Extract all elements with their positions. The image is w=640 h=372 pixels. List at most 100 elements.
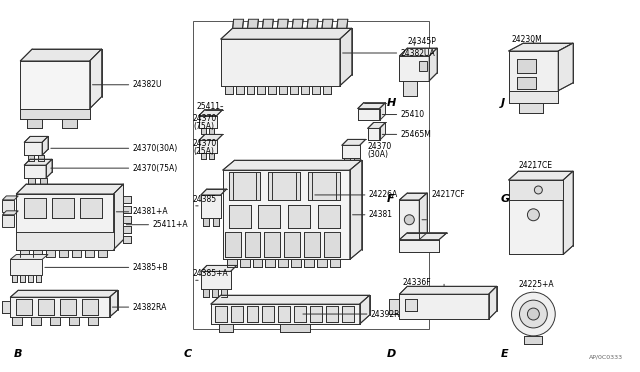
Polygon shape bbox=[124, 206, 131, 213]
Polygon shape bbox=[201, 195, 221, 218]
Polygon shape bbox=[84, 250, 93, 257]
Polygon shape bbox=[113, 184, 124, 250]
Polygon shape bbox=[223, 170, 350, 259]
Polygon shape bbox=[317, 259, 327, 267]
Polygon shape bbox=[199, 110, 223, 116]
Polygon shape bbox=[16, 194, 113, 250]
Polygon shape bbox=[124, 196, 131, 203]
Text: 24370: 24370 bbox=[193, 114, 217, 123]
Polygon shape bbox=[367, 122, 385, 128]
Polygon shape bbox=[307, 19, 318, 28]
Text: 24382RA: 24382RA bbox=[132, 302, 167, 312]
Polygon shape bbox=[509, 91, 558, 103]
Polygon shape bbox=[558, 43, 573, 91]
Polygon shape bbox=[24, 142, 42, 155]
Polygon shape bbox=[59, 250, 68, 257]
Polygon shape bbox=[509, 180, 563, 200]
Polygon shape bbox=[324, 232, 340, 257]
Polygon shape bbox=[28, 155, 34, 161]
Polygon shape bbox=[31, 317, 41, 325]
Text: 24336F: 24336F bbox=[403, 278, 431, 287]
Polygon shape bbox=[3, 215, 14, 227]
Polygon shape bbox=[124, 226, 131, 232]
Polygon shape bbox=[268, 86, 276, 94]
Polygon shape bbox=[50, 317, 60, 325]
Polygon shape bbox=[419, 193, 427, 240]
Polygon shape bbox=[38, 299, 54, 315]
Polygon shape bbox=[509, 171, 573, 180]
Polygon shape bbox=[52, 198, 74, 218]
Polygon shape bbox=[24, 159, 52, 165]
Polygon shape bbox=[509, 43, 573, 51]
Polygon shape bbox=[399, 200, 419, 240]
Polygon shape bbox=[268, 172, 300, 200]
Polygon shape bbox=[304, 232, 320, 257]
Polygon shape bbox=[330, 259, 340, 267]
Polygon shape bbox=[203, 289, 209, 297]
Polygon shape bbox=[221, 28, 352, 39]
Polygon shape bbox=[20, 250, 29, 257]
Text: J: J bbox=[501, 98, 505, 108]
Polygon shape bbox=[294, 306, 306, 322]
Polygon shape bbox=[109, 290, 118, 317]
Text: 24370(75A): 24370(75A) bbox=[132, 164, 178, 173]
Polygon shape bbox=[405, 299, 417, 311]
Polygon shape bbox=[236, 86, 244, 94]
Polygon shape bbox=[358, 103, 385, 109]
Polygon shape bbox=[219, 324, 233, 332]
Polygon shape bbox=[124, 216, 131, 223]
Text: H: H bbox=[387, 98, 396, 108]
Polygon shape bbox=[253, 259, 262, 267]
Polygon shape bbox=[3, 211, 19, 215]
Polygon shape bbox=[563, 171, 573, 254]
Polygon shape bbox=[46, 159, 52, 178]
Polygon shape bbox=[201, 271, 230, 289]
Polygon shape bbox=[199, 140, 217, 153]
Polygon shape bbox=[277, 19, 288, 28]
Polygon shape bbox=[90, 49, 102, 109]
Polygon shape bbox=[28, 119, 42, 128]
Polygon shape bbox=[262, 306, 275, 322]
Text: D: D bbox=[387, 349, 396, 359]
Polygon shape bbox=[24, 137, 48, 142]
Polygon shape bbox=[33, 250, 42, 257]
Text: 25410: 25410 bbox=[401, 110, 424, 119]
Text: 24382UA: 24382UA bbox=[401, 48, 435, 58]
Polygon shape bbox=[280, 324, 310, 332]
Circle shape bbox=[404, 215, 414, 225]
Polygon shape bbox=[399, 56, 429, 81]
Polygon shape bbox=[246, 86, 255, 94]
Polygon shape bbox=[16, 299, 32, 315]
Polygon shape bbox=[279, 86, 287, 94]
Polygon shape bbox=[337, 19, 348, 28]
Polygon shape bbox=[223, 160, 362, 170]
Polygon shape bbox=[342, 145, 360, 158]
Polygon shape bbox=[264, 232, 280, 257]
Polygon shape bbox=[342, 140, 365, 145]
Polygon shape bbox=[201, 153, 206, 159]
Text: 24370: 24370 bbox=[193, 139, 217, 148]
Text: 24225+A: 24225+A bbox=[518, 280, 554, 289]
Text: 24385+B: 24385+B bbox=[132, 263, 168, 272]
Text: 25465M: 25465M bbox=[401, 130, 431, 139]
Polygon shape bbox=[360, 295, 370, 324]
Polygon shape bbox=[262, 19, 273, 28]
Polygon shape bbox=[230, 306, 243, 322]
Polygon shape bbox=[10, 259, 42, 275]
Polygon shape bbox=[3, 200, 14, 212]
Polygon shape bbox=[62, 119, 77, 128]
Text: 24226A: 24226A bbox=[369, 190, 398, 199]
Circle shape bbox=[534, 186, 542, 194]
Polygon shape bbox=[509, 51, 558, 91]
Polygon shape bbox=[24, 198, 46, 218]
Text: F: F bbox=[387, 194, 394, 204]
Polygon shape bbox=[399, 240, 439, 251]
Polygon shape bbox=[199, 116, 217, 128]
Text: 25411: 25411 bbox=[197, 102, 221, 111]
Polygon shape bbox=[259, 205, 280, 228]
Text: AP/0C0333: AP/0C0333 bbox=[589, 354, 623, 359]
Polygon shape bbox=[199, 134, 223, 140]
Polygon shape bbox=[326, 306, 338, 322]
Text: 24345P: 24345P bbox=[407, 36, 436, 46]
Polygon shape bbox=[228, 172, 260, 200]
